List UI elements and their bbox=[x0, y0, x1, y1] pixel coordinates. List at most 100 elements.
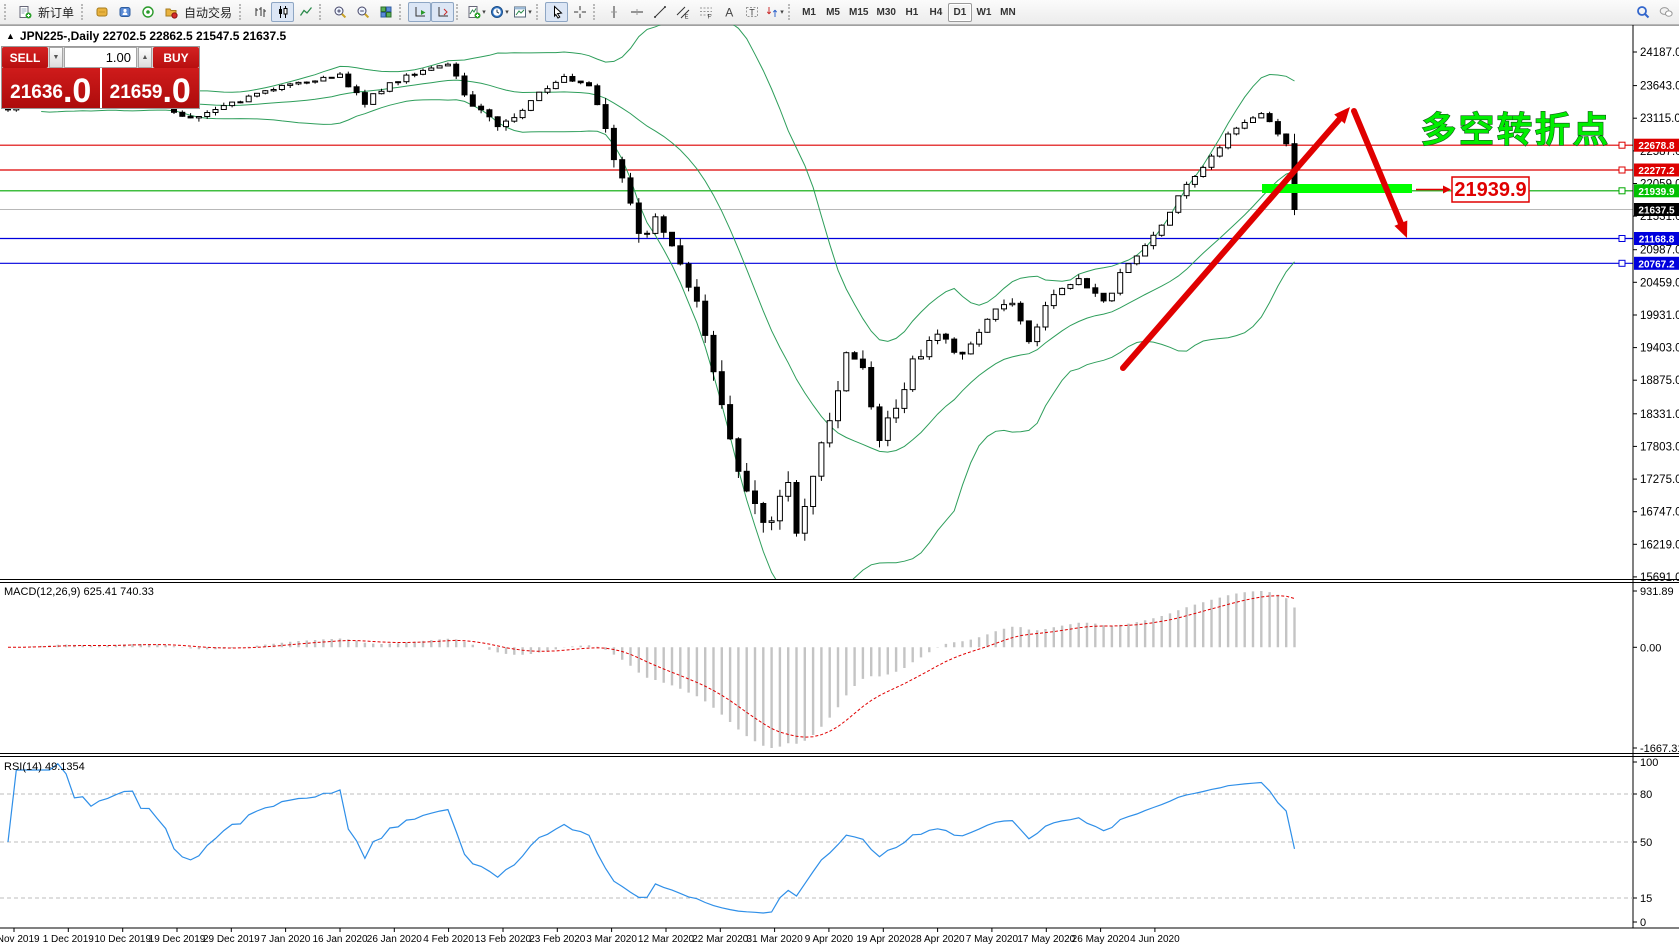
volume-input[interactable]: 1.00 bbox=[64, 47, 137, 68]
chart-window: 多空转折点 21939.9 24187.0 23643.0 23115.0 22587.0… bbox=[0, 25, 1679, 947]
vertical-line-button[interactable] bbox=[602, 2, 625, 22]
auto-scroll-button[interactable] bbox=[408, 2, 432, 22]
timeframe-W1-button[interactable]: W1 bbox=[976, 6, 992, 18]
timeframe-H4-button[interactable]: H4 bbox=[929, 6, 943, 18]
horizontal-line-button[interactable] bbox=[625, 2, 648, 22]
svg-text:12 Mar 2020: 12 Mar 2020 bbox=[638, 934, 695, 945]
chart-shift-icon bbox=[438, 7, 448, 17]
indicators-button[interactable]: ▾ bbox=[465, 2, 488, 22]
svg-text:22678.8: 22678.8 bbox=[1638, 141, 1675, 152]
autotrading-button[interactable] bbox=[159, 2, 182, 22]
bar-chart-icon bbox=[255, 7, 266, 17]
zoom-out-button[interactable] bbox=[351, 2, 374, 22]
svg-text:18331.0: 18331.0 bbox=[1640, 409, 1679, 421]
line-handle[interactable] bbox=[1618, 187, 1626, 195]
toolbar-grip bbox=[239, 4, 246, 20]
svg-text:21939.9: 21939.9 bbox=[1638, 187, 1675, 198]
toolbar-grip bbox=[593, 4, 600, 20]
line-handle[interactable] bbox=[1618, 166, 1626, 174]
down-trend-arrow[interactable] bbox=[1351, 108, 1408, 238]
highlight-zone[interactable] bbox=[1262, 184, 1412, 193]
buy-price[interactable]: 21659.0 bbox=[101, 68, 199, 108]
svg-text:0: 0 bbox=[1640, 917, 1646, 929]
horizontal-line-icon bbox=[630, 9, 643, 15]
text-button[interactable]: A bbox=[717, 2, 740, 22]
chat-button[interactable] bbox=[1654, 2, 1677, 22]
svg-text:17275.0: 17275.0 bbox=[1640, 474, 1679, 486]
rsi-line bbox=[7, 762, 1296, 914]
new-order-label[interactable]: 新订单 bbox=[38, 5, 75, 20]
turning-point-annotation[interactable]: 多空转折点 bbox=[1420, 110, 1611, 150]
tile-windows-button[interactable] bbox=[374, 2, 397, 22]
price-chart[interactable]: 多空转折点21939.924187.023643.023115.022587.0… bbox=[0, 25, 1679, 947]
arrows-button[interactable]: ▾ bbox=[763, 2, 786, 22]
sell-button[interactable]: SELL bbox=[2, 47, 48, 68]
equidistant-channel-button[interactable]: E bbox=[671, 2, 694, 22]
search-button[interactable] bbox=[1631, 2, 1654, 22]
svg-text:F: F bbox=[707, 15, 711, 20]
svg-text:20767.2: 20767.2 bbox=[1638, 259, 1675, 270]
text-icon: A bbox=[725, 6, 733, 20]
price-axis[interactable]: 24187.023643.023115.022587.022059.021531… bbox=[1633, 47, 1679, 584]
svg-text:0.00: 0.00 bbox=[1640, 642, 1661, 654]
chevron-down-icon[interactable]: ▾ bbox=[482, 9, 486, 16]
line-handle[interactable] bbox=[1618, 259, 1626, 267]
buy-button[interactable]: BUY bbox=[153, 47, 199, 68]
trendline-button[interactable] bbox=[648, 2, 671, 22]
chart-canvas[interactable]: 多空转折点 21939.9 24187.0 23643.0 23115.0 22587.0… bbox=[0, 25, 1679, 947]
bollinger-middle-line bbox=[41, 79, 1295, 453]
sell-price[interactable]: 21636.0 bbox=[2, 68, 100, 108]
volume-up-button[interactable]: ▲ bbox=[138, 47, 152, 68]
timeframe-D1-button[interactable]: D1 bbox=[947, 2, 972, 22]
toolbar-grip bbox=[319, 4, 326, 20]
line-chart-button[interactable] bbox=[294, 2, 317, 22]
chevron-down-icon[interactable]: ▾ bbox=[780, 9, 784, 16]
svg-text:31 Mar 2020: 31 Mar 2020 bbox=[747, 934, 804, 945]
timeframe-M1-button[interactable]: M1 bbox=[802, 6, 816, 18]
chevron-down-icon[interactable]: ▾ bbox=[505, 9, 509, 16]
periods-button[interactable]: ▾ bbox=[488, 2, 511, 22]
bollinger-upper-line bbox=[41, 25, 1295, 342]
timeframe-M15-button[interactable]: M15 bbox=[849, 6, 869, 18]
templates-button[interactable]: ▾ bbox=[511, 2, 534, 22]
crosshair-button[interactable] bbox=[568, 2, 591, 22]
candlestick-icon bbox=[278, 6, 288, 18]
svg-text:20459.0: 20459.0 bbox=[1640, 277, 1679, 289]
autotrading-label[interactable]: 自动交易 bbox=[184, 5, 233, 20]
line-handle[interactable] bbox=[1618, 235, 1626, 242]
market-watch-button[interactable] bbox=[90, 2, 113, 22]
bollinger-lower-line bbox=[41, 99, 1295, 579]
bar-chart-button[interactable] bbox=[248, 2, 271, 22]
price-level-label: 22678.8 bbox=[1634, 138, 1679, 152]
candlestick-button[interactable] bbox=[271, 2, 295, 22]
zoom-in-button[interactable] bbox=[328, 2, 351, 22]
svg-text:19 Apr 2020: 19 Apr 2020 bbox=[856, 934, 910, 945]
cursor-button[interactable] bbox=[545, 2, 569, 22]
svg-text:50: 50 bbox=[1640, 837, 1652, 849]
data-window-button[interactable] bbox=[113, 2, 136, 22]
bollinger-bands bbox=[41, 25, 1295, 579]
new-order-button[interactable] bbox=[13, 2, 36, 22]
timeframe-MN-button[interactable]: MN bbox=[1000, 6, 1016, 18]
svg-text:16 Jan 2020: 16 Jan 2020 bbox=[312, 934, 367, 945]
up-trend-arrow[interactable] bbox=[1120, 107, 1350, 371]
timeframe-H1-button[interactable]: H1 bbox=[905, 6, 919, 18]
svg-text:17803.0: 17803.0 bbox=[1640, 441, 1679, 453]
timeframe-M5-button[interactable]: M5 bbox=[826, 6, 840, 18]
volume-down-button[interactable]: ▼ bbox=[49, 47, 63, 68]
svg-text:-1667.31: -1667.31 bbox=[1640, 743, 1679, 755]
text-label-button[interactable]: T bbox=[740, 2, 763, 22]
line-handle[interactable] bbox=[1618, 141, 1626, 149]
svg-text:19931.0: 19931.0 bbox=[1640, 310, 1679, 322]
chart-shift-button[interactable] bbox=[431, 2, 455, 22]
signals-button[interactable] bbox=[136, 2, 159, 22]
toolbar-grip bbox=[456, 4, 463, 20]
panel-collapse-icon[interactable]: ▲ bbox=[6, 31, 15, 41]
svg-text:17 May 2020: 17 May 2020 bbox=[1017, 934, 1075, 945]
fibonacci-button[interactable]: F bbox=[694, 2, 717, 22]
timeframe-M30-button[interactable]: M30 bbox=[876, 6, 896, 18]
svg-text:16747.0: 16747.0 bbox=[1640, 507, 1679, 519]
chevron-down-icon[interactable]: ▾ bbox=[528, 9, 532, 16]
price-tag-annotation[interactable]: 21939.9 bbox=[1416, 176, 1530, 203]
